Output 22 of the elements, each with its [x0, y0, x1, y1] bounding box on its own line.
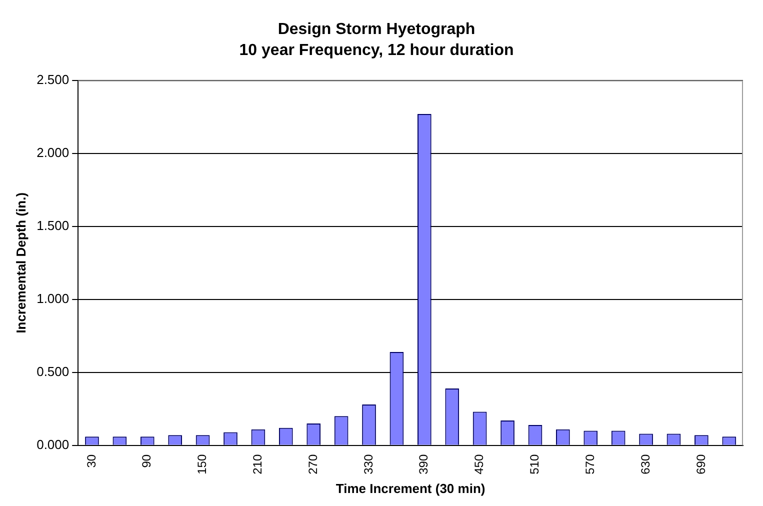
y-tick-label: 1.500	[36, 218, 70, 233]
x-tick-label: 450	[472, 454, 486, 474]
y-tick-label: 2.000	[36, 144, 70, 160]
x-tick-label: 570	[582, 454, 597, 474]
x-tick-label: 510	[528, 454, 542, 474]
y-axis-title: Incremental Depth (in.)	[13, 192, 28, 334]
y-tick-label: 0.500	[36, 364, 70, 379]
x-tick-label: 90	[140, 454, 154, 468]
x-tick-label: 330	[361, 454, 376, 474]
x-axis-title: Time Increment (30 min)	[336, 480, 486, 496]
x-tick-label: 390	[416, 454, 431, 474]
x-tick-label: 30	[84, 454, 98, 468]
y-tick-label: 0.000	[36, 436, 70, 452]
x-tick-label: 270	[306, 454, 320, 474]
x-tick-label: 150	[195, 454, 210, 474]
chart-subtitle: 10 year Frequency, 12 hour duration	[239, 42, 514, 60]
y-tick-label: 1.000	[36, 290, 70, 306]
x-tick-label: 630	[638, 454, 652, 474]
chart-title: Design Storm Hyetograph	[278, 21, 476, 38]
y-tick-label: 2.500	[36, 72, 70, 87]
x-tick-label: 690	[694, 454, 708, 474]
x-tick-label: 210	[250, 454, 265, 474]
